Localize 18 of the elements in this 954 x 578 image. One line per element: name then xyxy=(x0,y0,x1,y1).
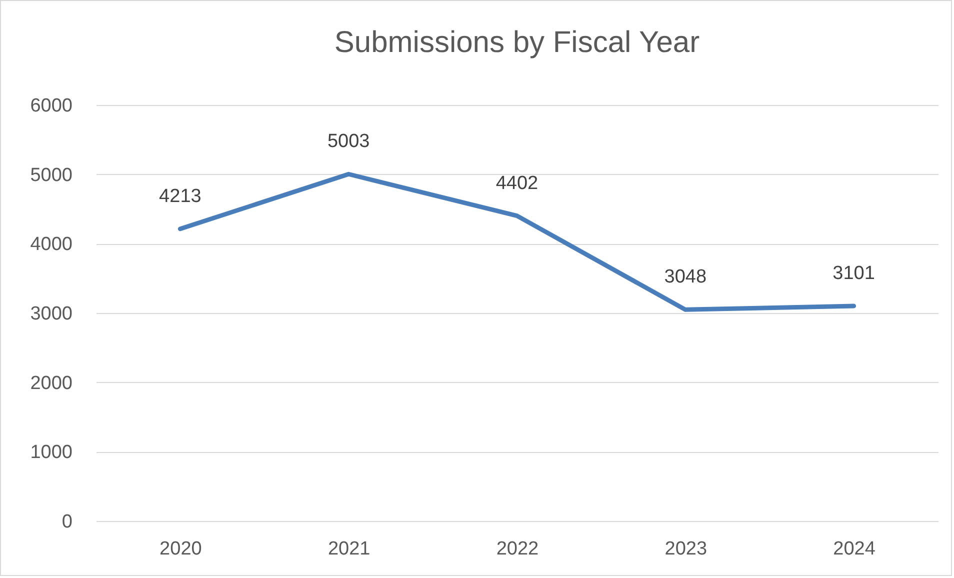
x-tick-label: 2020 xyxy=(160,538,202,560)
x-tick-label: 2023 xyxy=(664,538,708,560)
y-tick-label: 6000 xyxy=(30,96,72,116)
data-label: 3101 xyxy=(832,262,875,284)
x-tick-label: 2021 xyxy=(328,538,370,560)
y-tick-label: 5000 xyxy=(30,164,72,186)
x-tick-label: 2024 xyxy=(833,538,876,560)
y-tick-label: 1000 xyxy=(30,442,72,464)
chart-title: Submissions by Fiscal Year xyxy=(334,26,700,59)
y-tick-label: 0 xyxy=(62,512,72,532)
y-tick-label: 2000 xyxy=(30,372,72,394)
x-tick-label: 2022 xyxy=(496,538,539,560)
y-tick-label: 4000 xyxy=(30,234,72,256)
y-tick-label: 3000 xyxy=(30,304,72,324)
data-label: 4213 xyxy=(159,186,202,207)
data-label: 4402 xyxy=(496,172,538,194)
data-label: 3048 xyxy=(664,266,707,288)
data-label: 5003 xyxy=(327,131,370,152)
